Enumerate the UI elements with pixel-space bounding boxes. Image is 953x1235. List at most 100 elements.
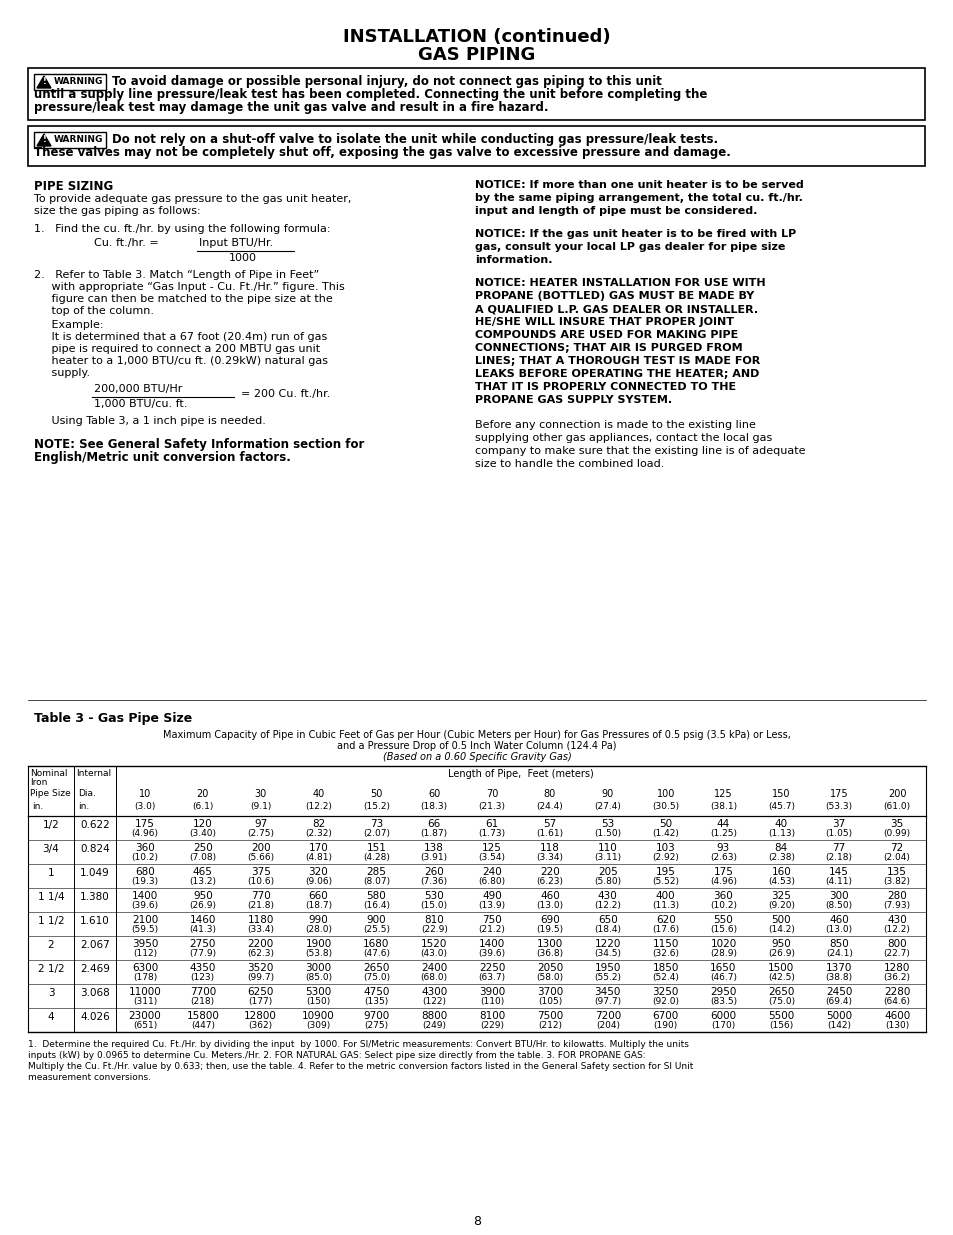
Text: 200: 200 — [887, 789, 905, 799]
Text: (85.0): (85.0) — [305, 973, 332, 982]
Text: (1.05): (1.05) — [824, 829, 852, 839]
Text: LINES; THAT A THOROUGH TEST IS MADE FOR: LINES; THAT A THOROUGH TEST IS MADE FOR — [475, 356, 760, 366]
Text: 1020: 1020 — [710, 939, 736, 948]
Text: 500: 500 — [771, 915, 790, 925]
Text: in.: in. — [78, 802, 90, 811]
Text: (68.0): (68.0) — [420, 973, 447, 982]
Text: 850: 850 — [828, 939, 848, 948]
Text: 950: 950 — [771, 939, 790, 948]
Text: (204): (204) — [596, 1021, 619, 1030]
Text: 5000: 5000 — [825, 1011, 851, 1021]
Text: 2650: 2650 — [767, 987, 794, 997]
Text: (4.96): (4.96) — [132, 829, 158, 839]
Text: NOTICE: If the gas unit heater is to be fired with LP: NOTICE: If the gas unit heater is to be … — [475, 228, 796, 240]
Text: (75.0): (75.0) — [362, 973, 390, 982]
Text: (9.20): (9.20) — [767, 902, 794, 910]
Text: 12800: 12800 — [244, 1011, 276, 1021]
Text: (447): (447) — [191, 1021, 214, 1030]
Text: 200,000 BTU/Hr: 200,000 BTU/Hr — [94, 384, 182, 394]
Text: pressure/leak test may damage the unit gas valve and result in a fire hazard.: pressure/leak test may damage the unit g… — [34, 101, 548, 114]
Text: with appropriate “Gas Input - Cu. Ft./Hr.” figure. This: with appropriate “Gas Input - Cu. Ft./Hr… — [34, 282, 344, 291]
Text: 175: 175 — [829, 789, 847, 799]
Text: 4: 4 — [48, 1011, 54, 1023]
Text: 1.610: 1.610 — [80, 916, 110, 926]
Text: 280: 280 — [886, 890, 906, 902]
Text: company to make sure that the existing line is of adequate: company to make sure that the existing l… — [475, 446, 804, 456]
Text: (39.6): (39.6) — [478, 948, 505, 958]
Text: 20: 20 — [196, 789, 209, 799]
Text: 1500: 1500 — [767, 963, 794, 973]
Text: 260: 260 — [424, 867, 444, 877]
Text: (1.61): (1.61) — [536, 829, 563, 839]
Text: 120: 120 — [193, 819, 213, 829]
Text: 125: 125 — [481, 844, 501, 853]
Text: 151: 151 — [366, 844, 386, 853]
Text: (14.2): (14.2) — [767, 925, 794, 934]
Text: (Based on a 0.60 Specific Gravity Gas): (Based on a 0.60 Specific Gravity Gas) — [382, 752, 571, 762]
Text: 150: 150 — [771, 789, 790, 799]
Text: 23000: 23000 — [129, 1011, 161, 1021]
Text: (362): (362) — [249, 1021, 273, 1030]
Text: To provide adequate gas pressure to the gas unit heater,: To provide adequate gas pressure to the … — [34, 194, 351, 204]
Text: 490: 490 — [481, 890, 501, 902]
Text: 1370: 1370 — [825, 963, 852, 973]
Text: 135: 135 — [886, 867, 906, 877]
Text: 800: 800 — [886, 939, 906, 948]
Text: 1300: 1300 — [537, 939, 562, 948]
Text: (6.23): (6.23) — [536, 877, 563, 885]
Text: 750: 750 — [481, 915, 501, 925]
Text: (15.2): (15.2) — [362, 802, 390, 811]
Text: top of the column.: top of the column. — [34, 306, 153, 316]
Text: 3: 3 — [48, 988, 54, 998]
Text: (12.2): (12.2) — [594, 902, 620, 910]
Text: 900: 900 — [366, 915, 386, 925]
Text: 6700: 6700 — [652, 1011, 678, 1021]
Text: inputs (kW) by 0.0965 to determine Cu. Meters./Hr. 2. FOR NATURAL GAS: Select pi: inputs (kW) by 0.0965 to determine Cu. M… — [28, 1051, 645, 1060]
Text: (97.7): (97.7) — [594, 997, 620, 1007]
Text: 2: 2 — [48, 940, 54, 950]
Text: Length of Pipe,  Feet (meters): Length of Pipe, Feet (meters) — [448, 769, 594, 779]
Text: Table 3 - Gas Pipe Size: Table 3 - Gas Pipe Size — [34, 713, 193, 725]
Text: (47.6): (47.6) — [362, 948, 390, 958]
Text: measurement conversions.: measurement conversions. — [28, 1073, 151, 1082]
Text: 35: 35 — [889, 819, 902, 829]
Text: 0.622: 0.622 — [80, 820, 110, 830]
Text: (7.36): (7.36) — [420, 877, 447, 885]
Text: 2750: 2750 — [190, 939, 215, 948]
Text: 2100: 2100 — [132, 915, 158, 925]
Text: (21.8): (21.8) — [247, 902, 274, 910]
Text: (83.5): (83.5) — [709, 997, 737, 1007]
Text: 1280: 1280 — [883, 963, 909, 973]
Text: (36.2): (36.2) — [882, 973, 909, 982]
Text: (38.8): (38.8) — [824, 973, 852, 982]
Text: COMPOUNDS ARE USED FOR MAKING PIPE: COMPOUNDS ARE USED FOR MAKING PIPE — [475, 330, 738, 340]
Text: 0.824: 0.824 — [80, 844, 110, 853]
Text: (62.3): (62.3) — [247, 948, 274, 958]
Text: 3900: 3900 — [478, 987, 505, 997]
Text: 3520: 3520 — [247, 963, 274, 973]
Text: 1.   Find the cu. ft./hr. by using the following formula:: 1. Find the cu. ft./hr. by using the fol… — [34, 224, 330, 233]
Text: (249): (249) — [422, 1021, 446, 1030]
Text: (10.6): (10.6) — [247, 877, 274, 885]
Text: (12.2): (12.2) — [305, 802, 332, 811]
Text: (21.2): (21.2) — [478, 925, 505, 934]
Text: 1.049: 1.049 — [80, 868, 110, 878]
Text: 8800: 8800 — [420, 1011, 447, 1021]
Text: = 200 Cu. ft./hr.: = 200 Cu. ft./hr. — [241, 389, 330, 399]
Text: Example:: Example: — [34, 320, 103, 330]
Text: (3.34): (3.34) — [536, 853, 563, 862]
Text: (178): (178) — [132, 973, 157, 982]
Text: (190): (190) — [653, 1021, 677, 1030]
Text: and a Pressure Drop of 0.5 Inch Water Column (124.4 Pa): and a Pressure Drop of 0.5 Inch Water Co… — [337, 741, 616, 751]
Text: 9700: 9700 — [363, 1011, 389, 1021]
Text: figure can then be matched to the pipe size at the: figure can then be matched to the pipe s… — [34, 294, 333, 304]
Text: 300: 300 — [828, 890, 848, 902]
Text: 50: 50 — [370, 789, 382, 799]
Text: 3250: 3250 — [652, 987, 679, 997]
Text: NOTE: See General Safety Information section for: NOTE: See General Safety Information sec… — [34, 438, 364, 451]
Text: Iron: Iron — [30, 778, 48, 787]
Text: (110): (110) — [479, 997, 504, 1007]
Text: 1.380: 1.380 — [80, 892, 110, 902]
FancyBboxPatch shape — [28, 126, 924, 165]
Text: (3.54): (3.54) — [478, 853, 505, 862]
